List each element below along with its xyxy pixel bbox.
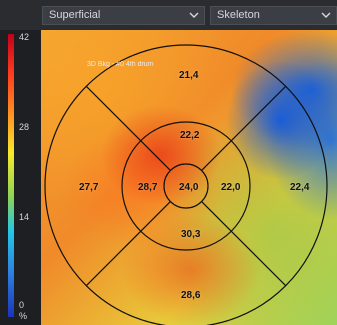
outer-ring [44, 44, 328, 325]
sector-center: 24,0 [179, 182, 199, 193]
sector-inner-superior: 22,2 [180, 130, 200, 141]
scale-tick-14: 14 [19, 212, 30, 222]
density-map[interactable]: 3D Bkg - #0 4th drum 21,4 22,2 27,7 28,7… [41, 30, 337, 325]
chevron-down-icon [189, 12, 199, 18]
divider-top-right [201, 85, 287, 171]
center-ring [163, 163, 209, 209]
sector-inner-inferior: 30,3 [181, 229, 201, 240]
sector-outer-temporal: 27,7 [79, 182, 99, 193]
layer-select[interactable]: Superficial [42, 6, 205, 25]
color-scale-bar [8, 34, 14, 317]
toolbar: Superficial Skeleton [0, 0, 337, 30]
scale-unit: % [19, 311, 28, 321]
layer-select-value: Superficial [49, 9, 101, 21]
scale-tick-28: 28 [19, 122, 30, 132]
scan-info-text: 3D Bkg - #0 4th drum [87, 61, 154, 68]
sector-grid [44, 44, 328, 325]
sector-inner-temporal: 28,7 [138, 182, 158, 193]
sector-outer-superior: 21,4 [179, 70, 199, 81]
sector-inner-nasal: 22,0 [221, 182, 241, 193]
sector-outer-inferior: 28,6 [181, 290, 201, 301]
overlay-select[interactable]: Skeleton [210, 6, 337, 25]
divider-bottom-right [201, 201, 287, 287]
chevron-down-icon [321, 12, 331, 18]
color-scale: 42 28 14 0 % [0, 30, 41, 325]
divider-top-left [85, 85, 171, 171]
sector-outer-nasal: 22,4 [290, 182, 310, 193]
scale-tick-0: 0 [19, 300, 25, 310]
divider-bottom-left [85, 201, 171, 287]
scale-tick-max: 42 [19, 32, 30, 42]
overlay-select-value: Skeleton [217, 9, 260, 21]
inner-ring [121, 121, 251, 251]
